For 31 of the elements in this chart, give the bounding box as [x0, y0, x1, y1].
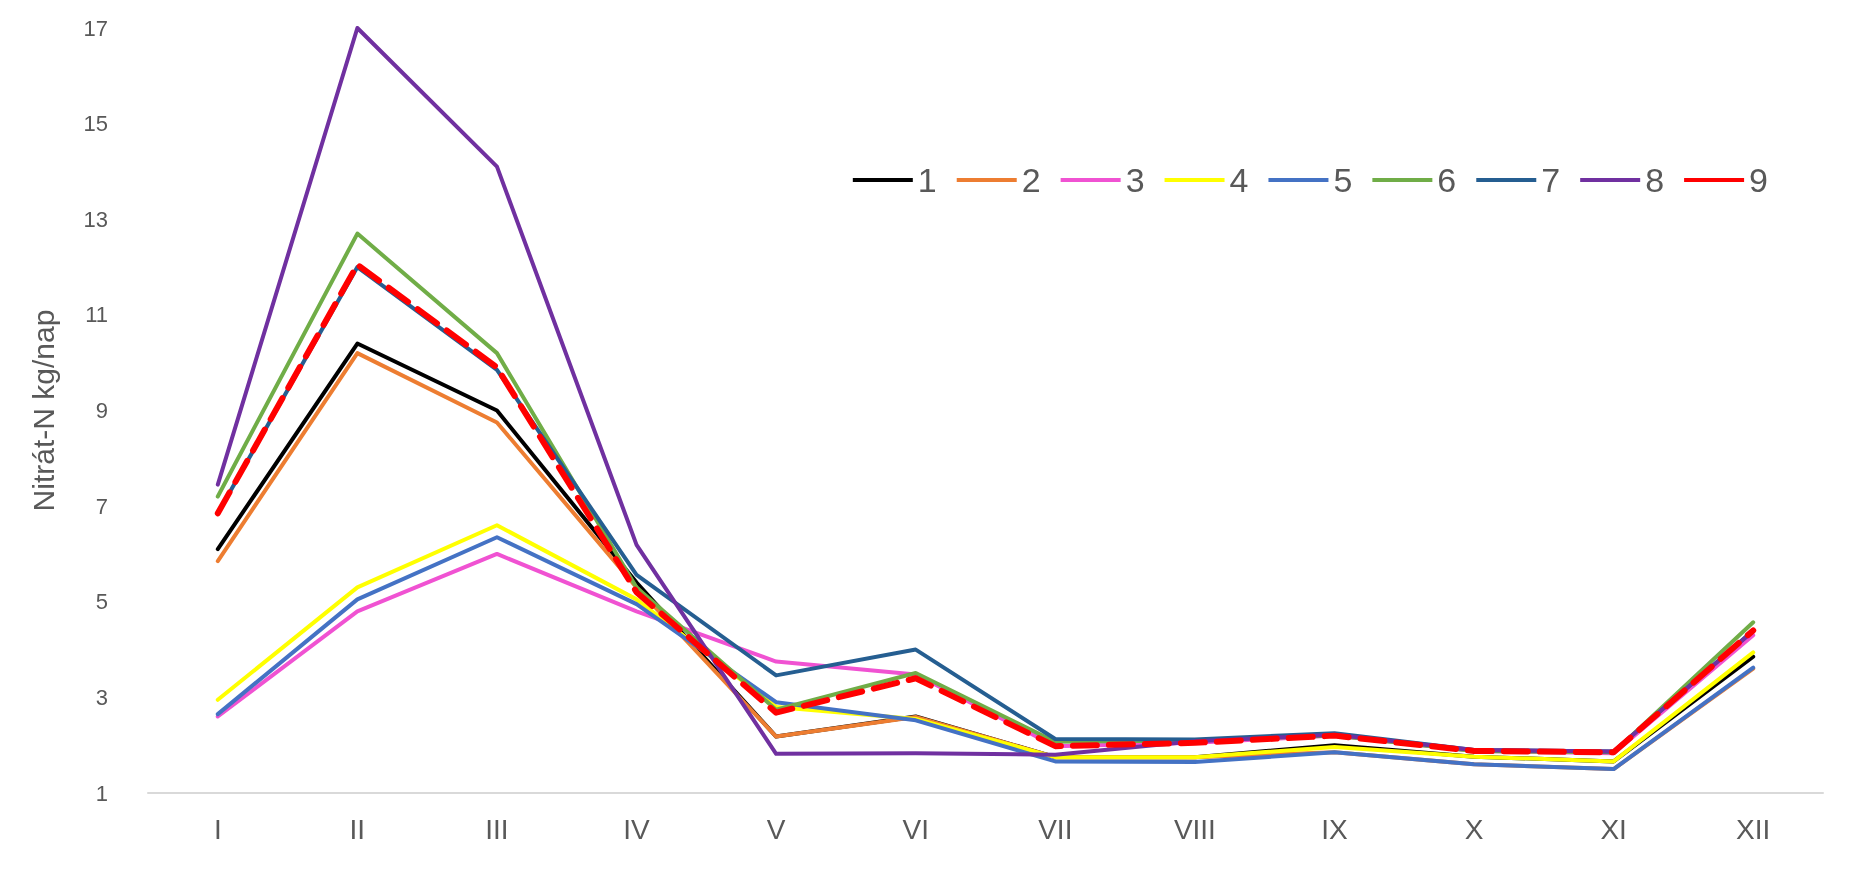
x-tick-label: III — [485, 813, 509, 845]
legend-label: 4 — [1229, 161, 1249, 199]
legend-label: 5 — [1333, 161, 1353, 199]
x-tick-label: XII — [1736, 813, 1771, 845]
x-tick-label: IV — [623, 813, 651, 845]
y-tick-label: 7 — [95, 493, 108, 519]
x-tick-label: X — [1464, 813, 1484, 845]
y-tick-label: 5 — [95, 589, 108, 615]
legend-label: 8 — [1645, 161, 1665, 199]
x-tick-label: V — [766, 813, 786, 845]
y-tick-label: 3 — [95, 684, 108, 710]
x-tick-label: VII — [1038, 813, 1073, 845]
y-tick-label: 1 — [95, 780, 108, 806]
y-tick-label: 15 — [83, 111, 108, 137]
y-tick-label: 17 — [83, 15, 108, 41]
x-tick-label: VIII — [1173, 813, 1216, 845]
legend-label: 2 — [1021, 161, 1041, 199]
legend-label: 7 — [1541, 161, 1561, 199]
y-tick-label: 13 — [83, 206, 108, 232]
legend-label: 6 — [1437, 161, 1457, 199]
x-tick-label: XI — [1600, 813, 1627, 845]
legend-label: 9 — [1749, 161, 1769, 199]
y-tick-label: 9 — [95, 398, 108, 423]
legend-label: 1 — [917, 161, 937, 199]
y-axis-title: Nitrát-N kg/nap — [26, 309, 60, 512]
x-tick-label: II — [349, 813, 366, 845]
x-tick-label: IX — [1321, 813, 1348, 845]
legend-label: 3 — [1125, 161, 1145, 199]
y-tick-label: 11 — [85, 302, 108, 328]
x-tick-label: I — [213, 813, 222, 845]
x-tick-label: VI — [902, 813, 929, 845]
